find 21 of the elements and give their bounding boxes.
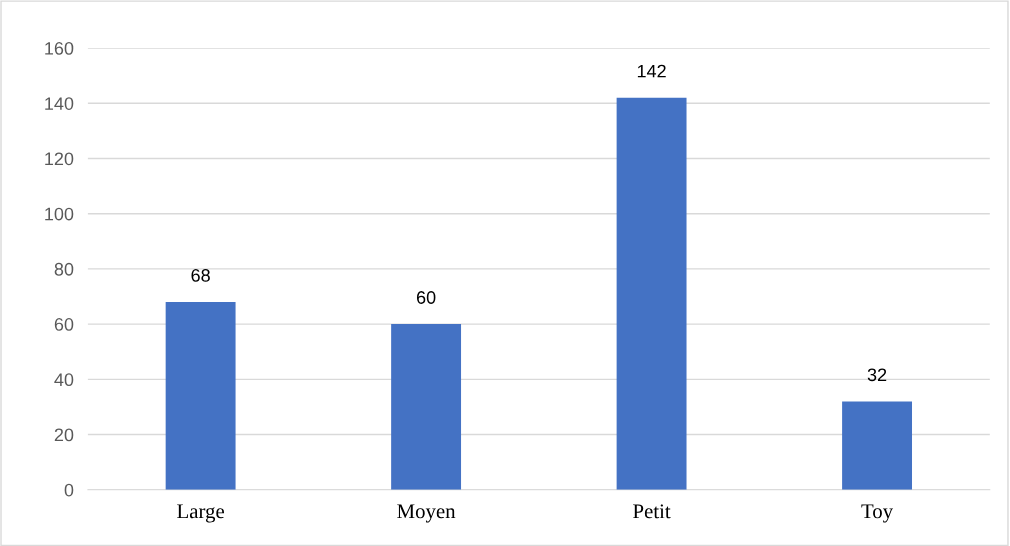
y-tick-label: 40 bbox=[54, 373, 74, 387]
y-tick-label: 120 bbox=[45, 152, 74, 166]
bar bbox=[165, 302, 236, 490]
data-label: 142 bbox=[637, 64, 666, 78]
y-tick-label: 80 bbox=[54, 262, 74, 276]
y-tick-label: 100 bbox=[45, 207, 74, 221]
x-tick-label: Petit bbox=[633, 504, 671, 519]
y-tick-label: 160 bbox=[45, 41, 74, 55]
data-label: 32 bbox=[867, 368, 887, 382]
x-tick-label: Large bbox=[177, 504, 224, 523]
x-tick-label: Moyen bbox=[397, 504, 456, 523]
data-label: 60 bbox=[416, 291, 436, 304]
y-tick-label: 140 bbox=[45, 97, 74, 110]
bar bbox=[616, 97, 687, 490]
bar bbox=[842, 401, 913, 490]
y-tick-label: 60 bbox=[54, 318, 74, 331]
x-tick-label: Toy bbox=[861, 504, 894, 523]
bar bbox=[391, 324, 462, 490]
data-label: 68 bbox=[191, 269, 210, 282]
y-tick-label: 0 bbox=[64, 483, 74, 497]
y-tick-label: 20 bbox=[54, 428, 74, 442]
